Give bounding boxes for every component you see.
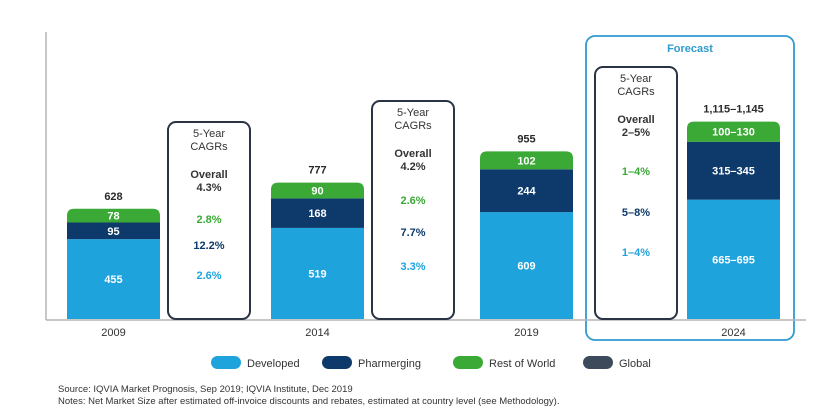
bar-segment-pharmerging (67, 222, 160, 240)
legend-swatch (583, 356, 613, 369)
cagr-box (371, 100, 455, 320)
bar-segment-pharmerging (480, 169, 573, 213)
methodology-note: Notes: Net Market Size after estimated o… (58, 396, 560, 407)
cagr-overall-label: Overall (190, 169, 227, 181)
bar-total-label: 955 (517, 133, 535, 145)
cagr-title: 5-Year (397, 107, 429, 119)
bar-value-label: 78 (107, 211, 119, 223)
cagr-overall-label: Overall (394, 148, 431, 160)
bar-total-label: 628 (104, 191, 122, 203)
bar-segment-rest-of-world (687, 121, 780, 142)
bar-segment-developed (687, 199, 780, 319)
legend-label: Global (619, 358, 651, 370)
bar-total-label: 777 (308, 165, 326, 177)
cagr-title: 5-Year (193, 128, 225, 140)
x-tick-label: 2024 (721, 327, 745, 339)
cagr-value-rest-of-world: 2.8% (196, 214, 221, 226)
x-tick-label: 2014 (305, 327, 329, 339)
bar-value-label: 609 (517, 261, 535, 273)
legend-label: Rest of World (489, 358, 555, 370)
bar-segment-rest-of-world (67, 208, 160, 223)
bar-segment-pharmerging (687, 141, 780, 200)
cagr-value-rest-of-world: 2.6% (400, 195, 425, 207)
legend-label: Pharmerging (358, 358, 421, 370)
cagr-title: CAGRs (394, 120, 432, 132)
bar-value-label: 665–695 (712, 254, 755, 266)
cagr-box (167, 121, 251, 320)
source-note: Source: IQVIA Market Prognosis, Sep 2019… (58, 384, 353, 395)
cagr-overall-value: 2–5% (622, 127, 650, 139)
bar-value-label: 100–130 (712, 127, 755, 139)
x-tick-label: 2019 (514, 327, 538, 339)
cagr-value-pharmerging: 7.7% (400, 227, 425, 239)
chart-notes: Source: IQVIA Market Prognosis, Sep 2019… (58, 384, 559, 408)
cagr-value-developed: 2.6% (196, 270, 221, 282)
cagr-title: CAGRs (190, 141, 228, 153)
bar-value-label: 168 (308, 208, 326, 220)
cagr-overall-value: 4.3% (196, 182, 221, 194)
cagr-value-pharmerging: 5–8% (622, 207, 650, 219)
forecast-label: Forecast (667, 43, 713, 55)
cagr-title: 5-Year (620, 73, 652, 85)
legend-label: Developed (247, 358, 300, 370)
forecast-frame (585, 35, 795, 341)
bar-segment-rest-of-world (271, 182, 364, 199)
cagr-value-developed: 3.3% (400, 261, 425, 273)
bar-value-label: 102 (517, 155, 535, 167)
bar-segment-developed (480, 212, 573, 319)
cagr-box (594, 66, 678, 320)
bar-value-label: 519 (308, 268, 326, 280)
cagr-title: CAGRs (617, 86, 655, 98)
bar-value-label: 244 (517, 186, 536, 198)
cagr-overall-value: 4.2% (400, 161, 425, 173)
legend-swatch (322, 356, 352, 369)
bar-value-label: 315–345 (712, 166, 755, 178)
legend-swatch (211, 356, 241, 369)
bar-value-label: 90 (311, 186, 323, 198)
bar-total-label: 1,115–1,145 (703, 104, 764, 116)
bar-segment-pharmerging (271, 198, 364, 228)
bar-value-label: 95 (107, 226, 119, 238)
cagr-value-pharmerging: 12.2% (193, 240, 224, 252)
cagr-value-developed: 1–4% (622, 247, 650, 259)
cagr-value-rest-of-world: 1–4% (622, 166, 650, 178)
bar-value-label: 455 (104, 274, 122, 286)
bar-segment-developed (67, 239, 160, 319)
bar-segment-developed (271, 227, 364, 319)
x-tick-label: 2009 (101, 327, 125, 339)
legend-swatch (453, 356, 483, 369)
cagr-overall-label: Overall (617, 114, 654, 126)
bar-segment-rest-of-world (480, 151, 573, 170)
